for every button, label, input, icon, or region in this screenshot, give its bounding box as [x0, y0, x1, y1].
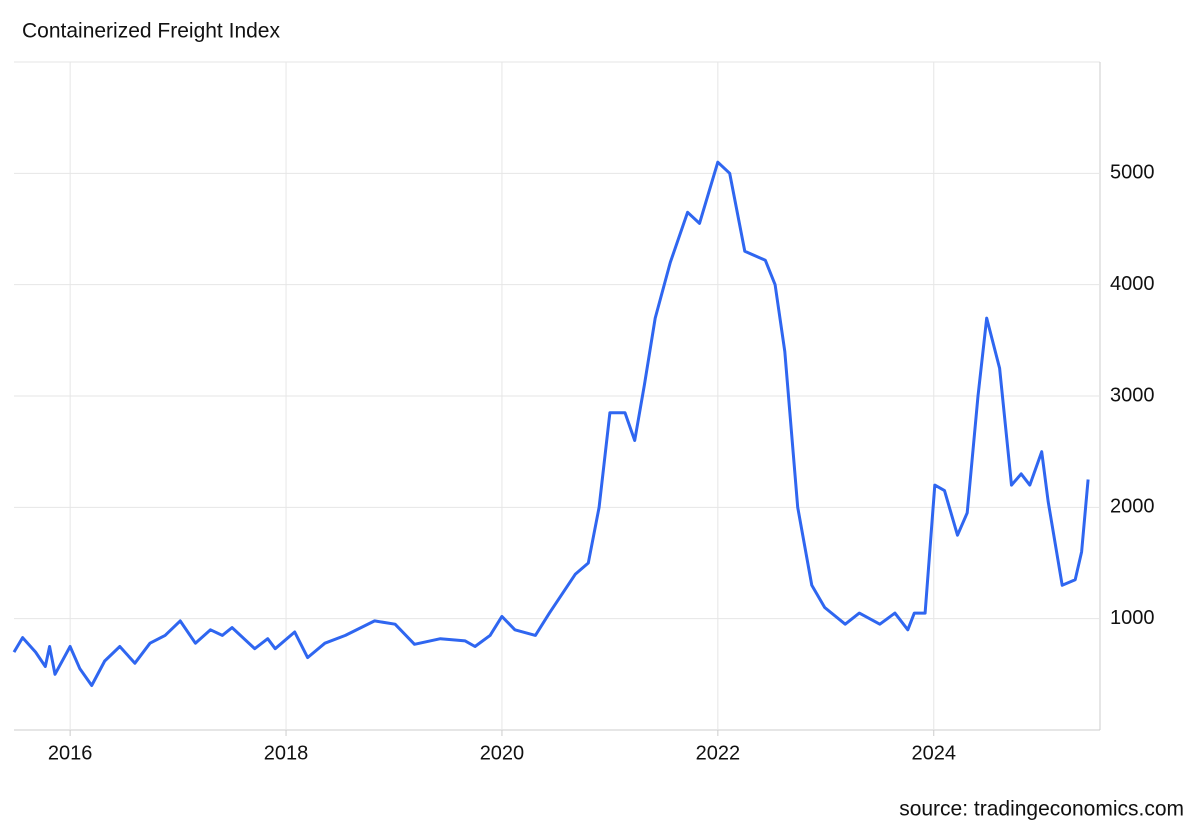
- x-tick-label: 2020: [480, 742, 525, 764]
- x-tick-label: 2018: [264, 742, 309, 764]
- y-tick-label: 5000: [1110, 162, 1155, 184]
- chart-title: Containerized Freight Index: [22, 20, 280, 43]
- y-tick-label: 2000: [1110, 496, 1155, 518]
- y-tick-label: 1000: [1110, 607, 1155, 629]
- x-tick-label: 2022: [696, 742, 741, 764]
- x-tick-label: 2024: [912, 742, 957, 764]
- y-tick-label: 3000: [1110, 384, 1155, 406]
- source-note: source: tradingeconomics.com: [899, 798, 1184, 821]
- data-line: [12, 160, 1090, 687]
- y-tick-label: 4000: [1110, 273, 1155, 295]
- x-tick-label: 2016: [48, 742, 93, 764]
